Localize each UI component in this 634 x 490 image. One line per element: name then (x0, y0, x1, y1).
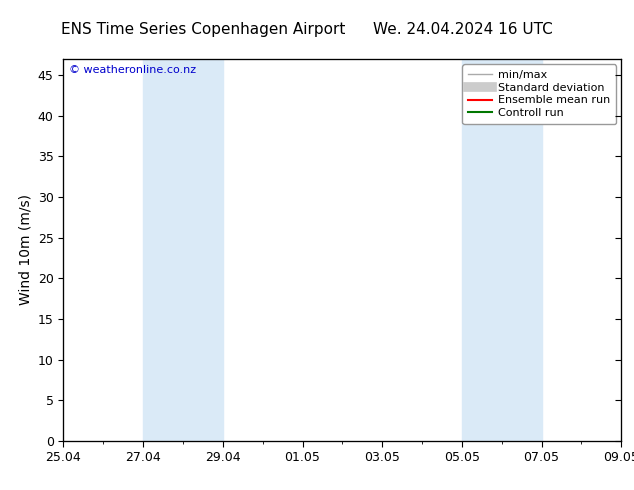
Y-axis label: Wind 10m (m/s): Wind 10m (m/s) (18, 195, 32, 305)
Text: We. 24.04.2024 16 UTC: We. 24.04.2024 16 UTC (373, 22, 553, 37)
Bar (462, 59, 541, 441)
Bar (143, 59, 223, 441)
Legend: min/max, Standard deviation, Ensemble mean run, Controll run: min/max, Standard deviation, Ensemble me… (462, 64, 616, 124)
Text: ENS Time Series Copenhagen Airport: ENS Time Series Copenhagen Airport (61, 22, 345, 37)
Text: © weatheronline.co.nz: © weatheronline.co.nz (69, 65, 196, 74)
